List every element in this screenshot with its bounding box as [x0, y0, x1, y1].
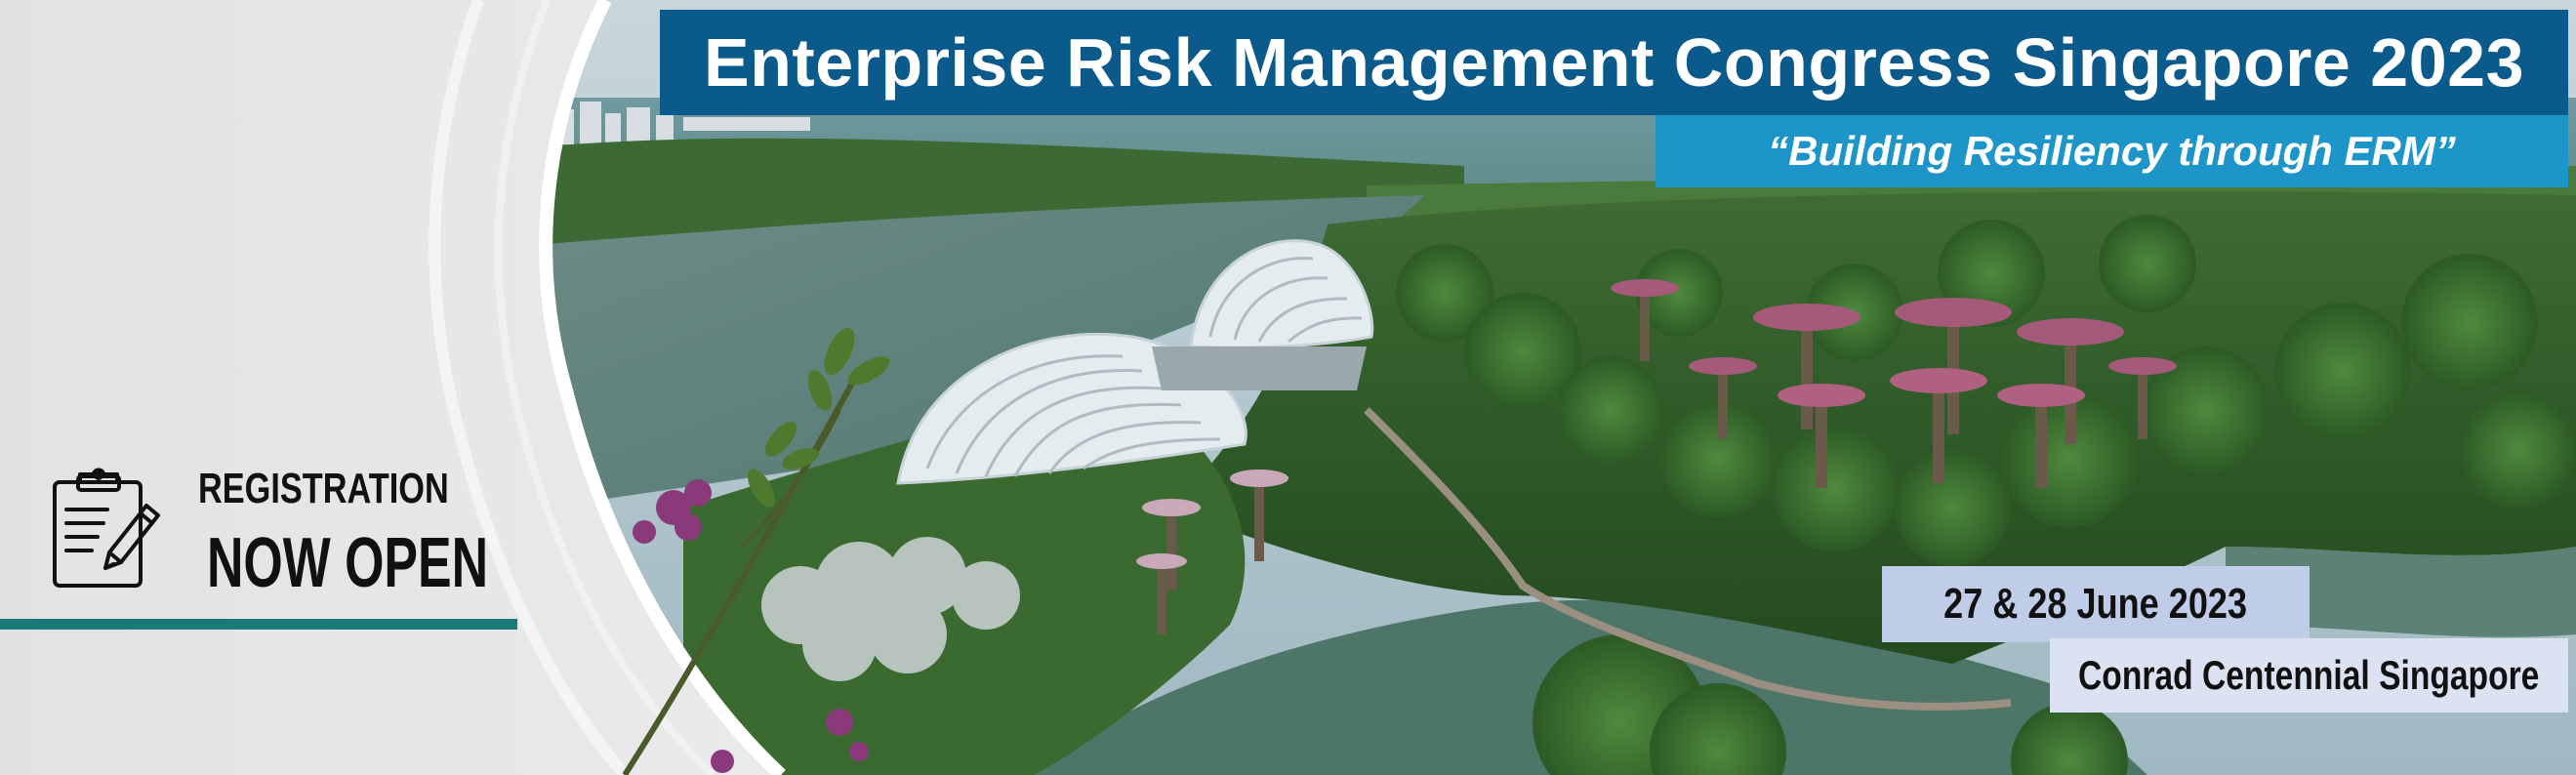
registration-callout[interactable]: REGISTRATION NOW OPEN [49, 465, 489, 602]
tagline-bar: “Building Resiliency through ERM” [1656, 115, 2568, 187]
event-tagline: “Building Resiliency through ERM” [1768, 128, 2456, 174]
registration-label: REGISTRATION [198, 465, 449, 512]
event-date: 27 & 28 June 2023 [1943, 580, 2248, 628]
event-venue: Conrad Centennial Singapore [2078, 652, 2540, 698]
event-venue-box: Conrad Centennial Singapore [2050, 638, 2568, 713]
clipboard-pen-icon [53, 468, 160, 588]
accent-divider [0, 619, 517, 630]
event-title: Enterprise Risk Management Congress Sing… [703, 24, 2525, 101]
now-open-label: NOW OPEN [207, 524, 489, 602]
title-bar: Enterprise Risk Management Congress Sing… [660, 10, 2568, 115]
event-date-box: 27 & 28 June 2023 [1882, 566, 2310, 642]
